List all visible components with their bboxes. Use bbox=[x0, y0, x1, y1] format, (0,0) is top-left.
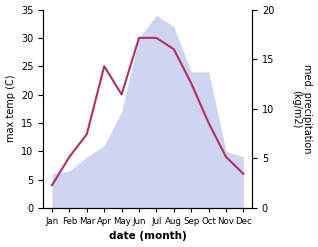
Y-axis label: med. precipitation
(kg/m2): med. precipitation (kg/m2) bbox=[291, 64, 313, 153]
Y-axis label: max temp (C): max temp (C) bbox=[5, 75, 16, 143]
X-axis label: date (month): date (month) bbox=[109, 231, 187, 242]
